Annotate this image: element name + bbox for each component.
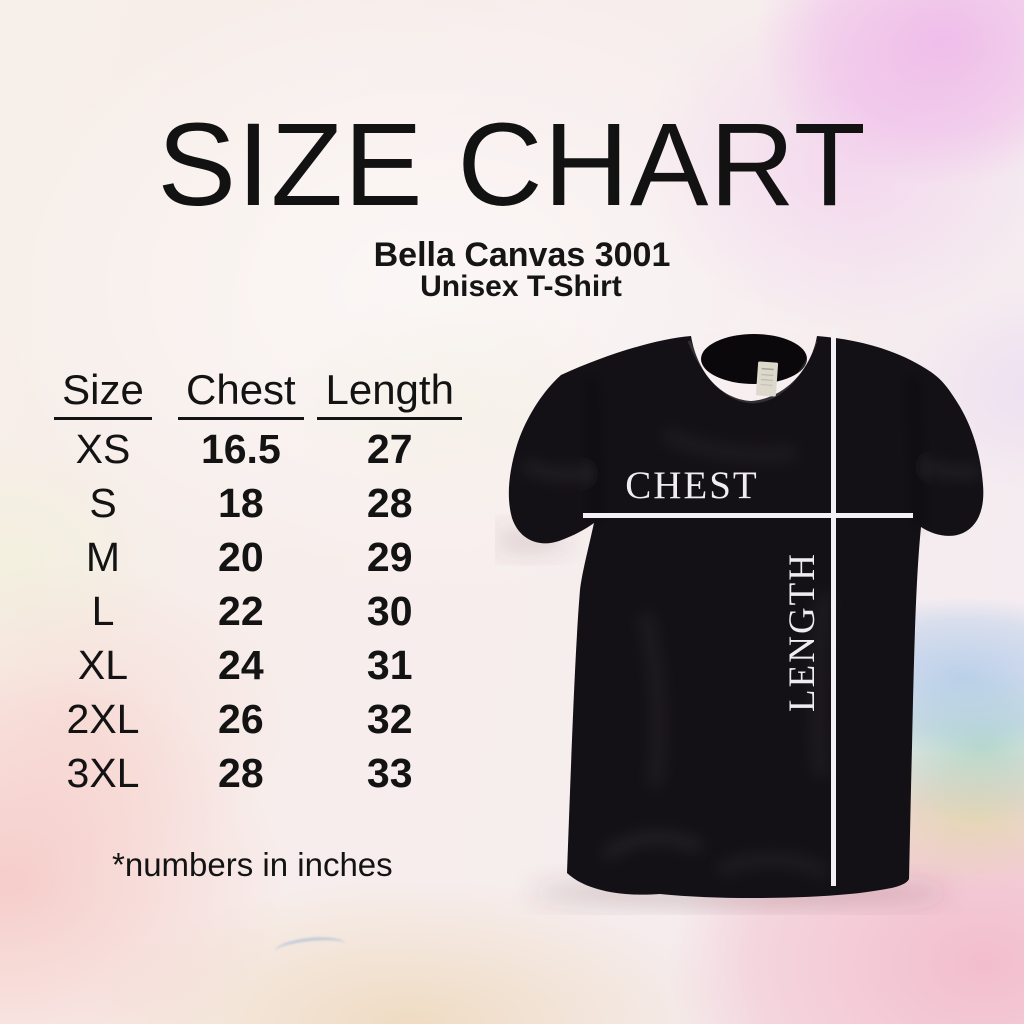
chest-cell: 24 [218,641,264,688]
collar-rib-back [692,324,814,340]
subtitle-product: Bella Canvas 3001 [373,236,671,274]
size-cell: XL [77,641,129,688]
subtitle-style: Unisex T-Shirt [420,270,622,303]
size-cell: M [85,533,121,580]
page-title: SIZE CHART [157,99,867,231]
chest-cell: 28 [218,749,264,796]
units-footnote: *numbers in inches [112,846,393,883]
size-cell: 3XL [66,749,140,796]
size-cell: XS [75,425,131,472]
chest-cell: 26 [218,695,264,742]
length-cell: 33 [366,749,413,796]
size-cell: 2XL [66,695,140,742]
table-row: L 22 30 [28,584,476,638]
shirt-body [508,336,984,899]
size-cell: L [91,587,115,634]
table-row: S 18 28 [28,476,476,530]
chest-cell: 20 [218,533,264,580]
length-cell: 27 [366,425,413,472]
table-row: M 20 29 [28,530,476,584]
length-cell: 31 [366,641,413,688]
chest-cell: 18 [218,479,264,526]
length-cell: 32 [366,695,413,742]
length-cell: 29 [366,533,413,580]
tshirt-photo: CHEST LENGTH [495,315,995,915]
chest-measure-line [583,513,913,518]
neck-tag [755,361,779,397]
chest-cell: 22 [218,587,264,634]
collar-rib-front [687,340,818,404]
column-header-size: Size [28,366,178,422]
length-label: LENGTH [782,552,823,712]
length-measure-line [831,329,836,886]
chest-label: CHEST [625,464,759,507]
table-row: 2XL 26 32 [28,692,476,746]
size-cell: S [89,479,117,526]
length-cell: 28 [366,479,413,526]
table-row: XL 24 31 [28,638,476,692]
tshirt-illustration [495,324,984,909]
table-row: XS 16.5 27 [28,422,476,476]
column-header-length: Length [304,366,476,422]
table-header-row: Size Chest Length [28,366,476,422]
column-header-chest: Chest [178,366,304,422]
chest-cell: 16.5 [200,425,281,472]
neck-opening [701,334,807,384]
table-row: 3XL 28 33 [28,746,476,800]
length-cell: 30 [366,587,413,634]
size-table: Size Chest Length XS 16.5 27 S 18 28 M 2… [28,366,476,800]
watercolor-squiggle [274,934,346,961]
